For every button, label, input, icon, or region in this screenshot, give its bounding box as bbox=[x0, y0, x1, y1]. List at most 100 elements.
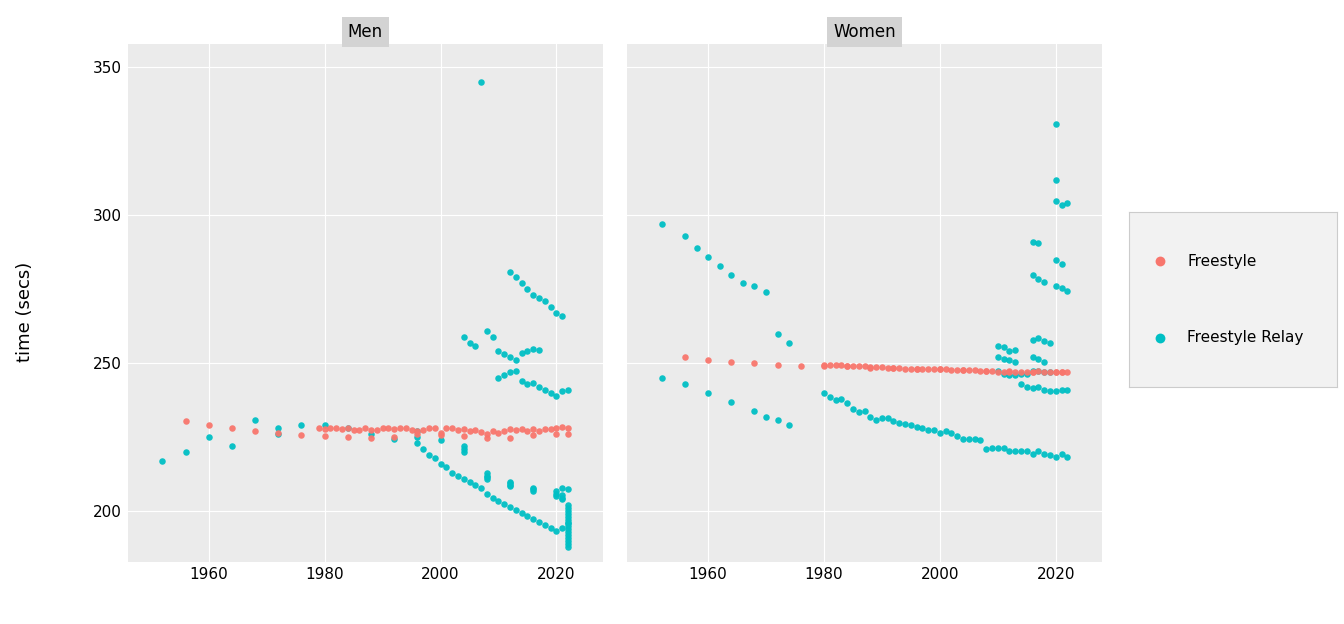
Point bbox=[953, 434, 974, 444]
Point bbox=[314, 421, 336, 431]
Point bbox=[482, 332, 504, 342]
Point bbox=[1051, 367, 1073, 377]
Point bbox=[999, 370, 1020, 380]
Point bbox=[986, 366, 1008, 376]
Point bbox=[337, 432, 359, 442]
Point bbox=[558, 530, 579, 540]
Point bbox=[523, 378, 544, 388]
Point bbox=[1051, 367, 1073, 377]
Point bbox=[876, 363, 898, 373]
Point bbox=[488, 496, 509, 506]
Point bbox=[476, 434, 497, 444]
Point bbox=[540, 388, 562, 398]
Point bbox=[505, 426, 527, 436]
Point bbox=[395, 424, 417, 434]
Point bbox=[1046, 195, 1067, 205]
Point bbox=[558, 539, 579, 549]
Point bbox=[1046, 386, 1067, 396]
Point bbox=[923, 364, 945, 374]
Point bbox=[407, 426, 429, 436]
Point bbox=[360, 433, 382, 443]
Point bbox=[540, 424, 562, 434]
Point bbox=[1039, 367, 1060, 377]
Point bbox=[818, 360, 840, 370]
Text: time (secs): time (secs) bbox=[16, 262, 34, 362]
Point bbox=[458, 477, 480, 487]
Point bbox=[825, 361, 847, 371]
Point bbox=[383, 434, 405, 444]
Point bbox=[413, 425, 434, 435]
Point bbox=[1021, 270, 1043, 280]
Point bbox=[1028, 354, 1050, 364]
Point bbox=[732, 278, 754, 288]
Point bbox=[1004, 345, 1025, 355]
Point bbox=[976, 366, 997, 376]
Point bbox=[1004, 367, 1025, 377]
Point bbox=[1051, 283, 1073, 293]
Point bbox=[516, 285, 538, 295]
Point bbox=[558, 524, 579, 534]
Point bbox=[308, 423, 329, 433]
Point bbox=[1056, 367, 1078, 377]
Point bbox=[523, 485, 544, 495]
Point bbox=[969, 436, 991, 446]
Point bbox=[488, 373, 509, 383]
Point bbox=[685, 243, 707, 253]
Point bbox=[1046, 175, 1067, 185]
Point bbox=[476, 474, 497, 484]
Point bbox=[558, 500, 579, 510]
Point bbox=[1034, 449, 1055, 459]
Point bbox=[906, 422, 927, 432]
Point bbox=[1021, 367, 1043, 377]
Point bbox=[883, 416, 905, 426]
Point bbox=[813, 360, 835, 370]
Point bbox=[848, 361, 870, 371]
Point bbox=[813, 361, 835, 371]
Point bbox=[1056, 198, 1078, 208]
Point bbox=[935, 426, 957, 436]
Point bbox=[923, 425, 945, 435]
Point bbox=[546, 308, 567, 318]
Point bbox=[900, 364, 922, 374]
Text: Freestyle Relay: Freestyle Relay bbox=[1187, 331, 1304, 346]
Point bbox=[675, 379, 696, 389]
Point bbox=[958, 366, 980, 376]
Point bbox=[476, 429, 497, 439]
Point bbox=[941, 428, 962, 438]
Point bbox=[866, 414, 887, 424]
Point bbox=[993, 442, 1015, 452]
Point bbox=[1149, 333, 1171, 343]
Point bbox=[523, 514, 544, 524]
Point bbox=[453, 447, 474, 457]
Point bbox=[430, 436, 452, 446]
Point bbox=[1039, 450, 1060, 460]
Point bbox=[558, 515, 579, 525]
Point bbox=[888, 363, 910, 373]
Point bbox=[366, 425, 387, 435]
Point bbox=[558, 542, 579, 552]
Point bbox=[1034, 357, 1055, 367]
Point bbox=[976, 444, 997, 454]
Point bbox=[860, 362, 882, 372]
Point bbox=[767, 414, 789, 424]
Point bbox=[1011, 367, 1032, 377]
Point bbox=[755, 412, 777, 422]
Point bbox=[1034, 385, 1055, 395]
Point bbox=[1011, 369, 1032, 379]
Point bbox=[500, 353, 521, 363]
Point bbox=[1046, 367, 1067, 377]
Point bbox=[964, 434, 985, 444]
Point bbox=[813, 388, 835, 398]
Point bbox=[720, 270, 742, 280]
Point bbox=[320, 422, 341, 432]
Point bbox=[511, 424, 532, 434]
Point bbox=[267, 424, 289, 434]
Point bbox=[540, 302, 562, 312]
Point bbox=[929, 364, 950, 374]
Point bbox=[314, 424, 336, 434]
Point bbox=[546, 485, 567, 495]
Point bbox=[906, 364, 927, 374]
Point bbox=[534, 385, 555, 395]
Point bbox=[836, 361, 857, 371]
Point bbox=[523, 344, 544, 354]
